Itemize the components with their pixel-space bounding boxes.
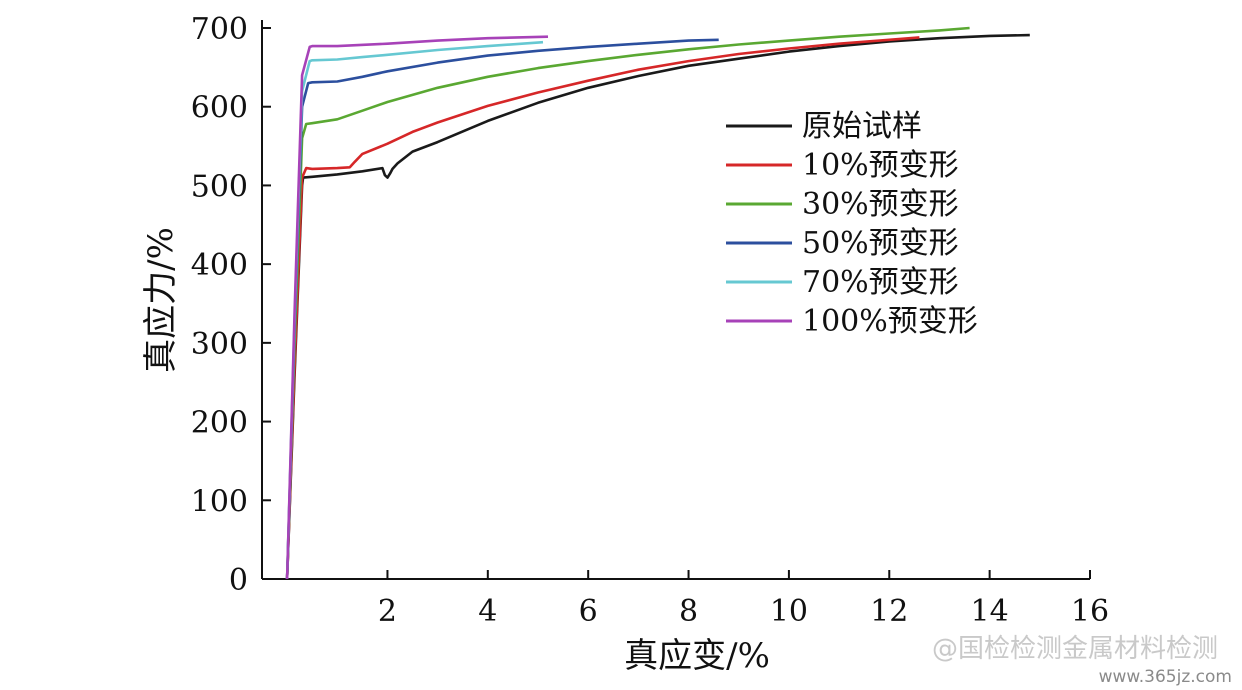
y-axis-title: 真应力/% bbox=[141, 227, 181, 373]
y-tick-label: 300 bbox=[191, 327, 248, 362]
x-tick-label: 4 bbox=[478, 594, 497, 629]
legend-label-6: 100%预变形 bbox=[802, 304, 978, 339]
watermark-text: @国检检测金属材料检测 bbox=[932, 634, 1218, 664]
y-tick-label: 400 bbox=[191, 248, 248, 283]
y-tick-label: 0 bbox=[229, 563, 248, 598]
y-tick-label: 100 bbox=[191, 484, 248, 519]
series-layer bbox=[285, 26, 1030, 580]
watermark-url: www.365jz.com bbox=[1099, 667, 1232, 687]
x-tick-label: 10 bbox=[770, 594, 808, 629]
series-line-3 bbox=[285, 26, 970, 580]
series-line-6 bbox=[285, 35, 549, 580]
legend-label-3: 30%预变形 bbox=[802, 187, 959, 222]
ticks-layer: 2 4 6 8 10 12 14 16 0 100 200 300 400 500 600 700 bbox=[191, 12, 1109, 629]
legend-label-1: 原始试样 bbox=[802, 109, 922, 144]
x-axis-title: 真应变/% bbox=[624, 636, 770, 676]
x-tick-label: 8 bbox=[679, 594, 698, 629]
y-tick-label: 700 bbox=[191, 12, 248, 47]
x-tick-label: 16 bbox=[1071, 594, 1109, 629]
legend: 原始试样 10%预变形 30%预变形 50%预变形 70%预变形 100%预变形 bbox=[726, 109, 978, 339]
watermark: @国检检测金属材料检测 www.365jz.com bbox=[932, 634, 1232, 687]
x-tick-label: 14 bbox=[971, 594, 1009, 629]
legend-label-5: 70%预变形 bbox=[802, 265, 959, 300]
x-tick-label: 12 bbox=[870, 594, 908, 629]
series-line-5 bbox=[285, 40, 544, 580]
legend-label-2: 10%预变形 bbox=[802, 148, 959, 183]
x-tick-label: 6 bbox=[579, 594, 598, 629]
series-line-4 bbox=[285, 38, 719, 580]
x-tick-label: 2 bbox=[378, 594, 397, 629]
y-tick-label: 600 bbox=[191, 91, 248, 126]
y-tick-label: 200 bbox=[191, 406, 248, 441]
legend-label-4: 50%预变形 bbox=[802, 226, 959, 261]
axes bbox=[261, 20, 1090, 580]
y-tick-label: 500 bbox=[191, 169, 248, 204]
series-line-2 bbox=[285, 36, 920, 580]
series-line-1 bbox=[285, 33, 1030, 580]
